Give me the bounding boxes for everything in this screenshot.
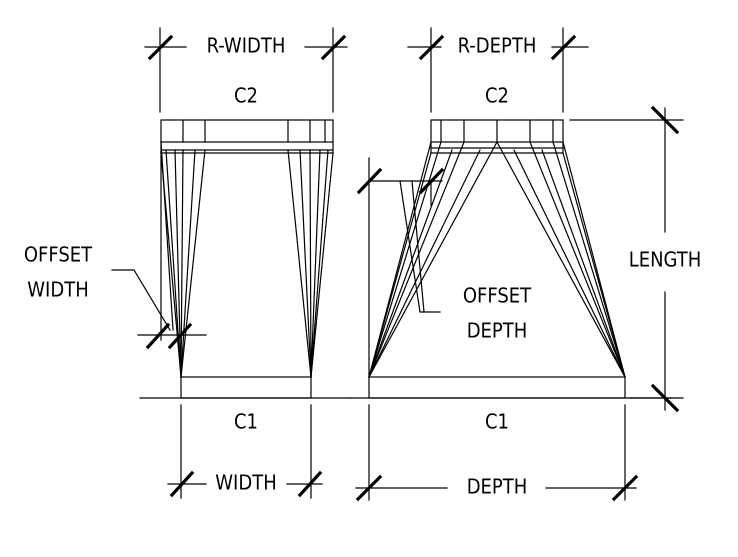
depth-label: DEPTH bbox=[467, 475, 528, 499]
depth-dimension: DEPTH bbox=[355, 404, 639, 502]
width-label: WIDTH bbox=[215, 471, 276, 495]
offset-width-label-line2: WIDTH bbox=[27, 278, 88, 302]
left-transition-body bbox=[139, 141, 351, 399]
left-bottom-c1-label: C1 bbox=[234, 410, 258, 434]
offset-depth-label-line1: OFFSET bbox=[463, 284, 532, 308]
r-width-dimension: R-WIDTH bbox=[144, 27, 348, 113]
width-dimension: WIDTH bbox=[167, 404, 323, 499]
length-dimension: LENGTH bbox=[569, 105, 702, 413]
offset-width-dimension: OFFSET WIDTH bbox=[24, 152, 207, 350]
r-depth-dimension: R-DEPTH bbox=[407, 27, 589, 113]
right-transition-body bbox=[349, 141, 673, 399]
right-view: R-DEPTH C2 bbox=[349, 27, 702, 502]
left-top-c2-label: C2 bbox=[234, 84, 258, 108]
left-view: R-WIDTH C2 bbox=[24, 27, 351, 499]
offset-depth-dimension: OFFSET DEPTH bbox=[356, 157, 532, 378]
right-top-flange bbox=[430, 119, 564, 154]
length-label: LENGTH bbox=[629, 248, 702, 272]
r-width-label: R-WIDTH bbox=[207, 34, 286, 58]
right-top-c2-label: C2 bbox=[485, 84, 509, 108]
left-top-flange bbox=[160, 119, 334, 154]
r-depth-label: R-DEPTH bbox=[458, 34, 537, 58]
offset-depth-label-line2: DEPTH bbox=[467, 319, 528, 343]
offset-width-label-line1: OFFSET bbox=[24, 243, 93, 267]
right-bottom-c1-label: C1 bbox=[485, 410, 509, 434]
